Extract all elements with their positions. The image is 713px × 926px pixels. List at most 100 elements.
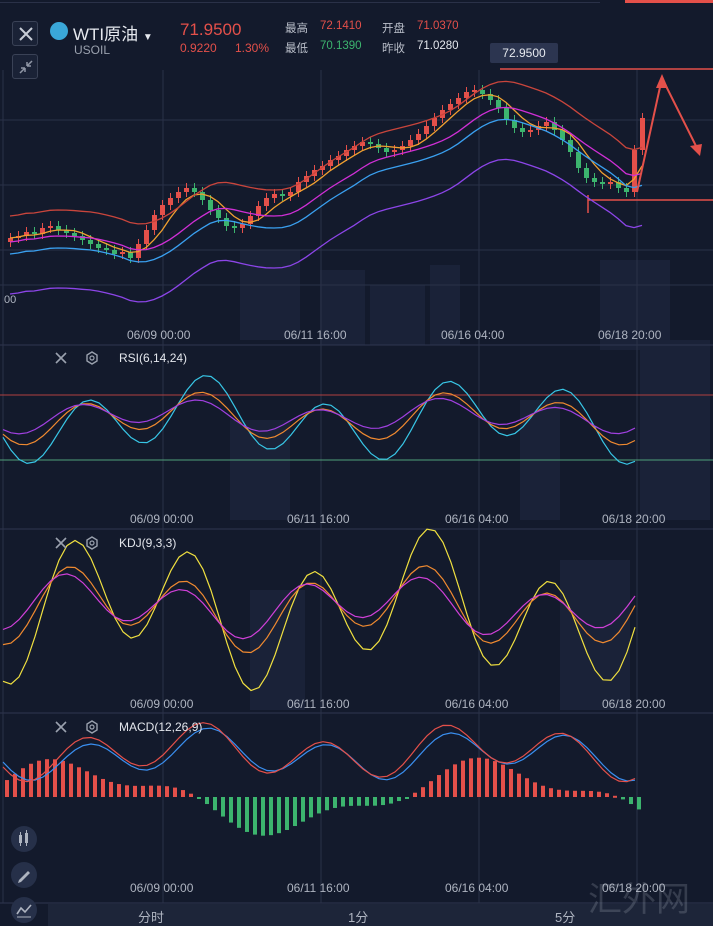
close-button[interactable]: [12, 21, 38, 46]
macd-title: MACD(12,26,9): [119, 720, 203, 734]
draw-tool-button[interactable]: [11, 862, 37, 888]
tab-1min[interactable]: 1分: [348, 910, 369, 925]
macd-histogram-bar: [597, 791, 601, 797]
candle-body: [104, 248, 109, 250]
macd-histogram-bar: [413, 792, 417, 797]
main-time-label: 06/11 16:00: [284, 328, 347, 342]
tab-5min[interactable]: 5分: [555, 910, 576, 925]
last-price: 71.9500: [180, 20, 242, 39]
macd-histogram-bar: [509, 768, 513, 797]
candle-body: [368, 142, 373, 144]
candle-body: [24, 232, 29, 236]
main-time-label: 06/09 00:00: [127, 328, 191, 342]
background-block: [250, 590, 305, 710]
watermark: 汇外网: [588, 880, 690, 920]
kdj-time-label: 06/11 16:00: [287, 697, 350, 711]
candle-body: [328, 160, 333, 166]
price-tag-value: 72.9500: [502, 46, 546, 60]
rsi-time-label: 06/18 20:00: [602, 512, 666, 526]
macd-histogram-bar: [293, 797, 297, 827]
macd-close-button[interactable]: [53, 719, 69, 735]
macd-histogram-bar: [221, 797, 225, 817]
candle-body: [48, 226, 53, 228]
macd-histogram-bar: [197, 797, 201, 799]
candle-body: [280, 194, 285, 196]
chart-type-button[interactable]: [11, 897, 37, 923]
macd-histogram-bar: [581, 790, 585, 797]
candle-body: [288, 192, 293, 196]
ma10-line: [9, 106, 643, 251]
macd-histogram-bar: [77, 767, 81, 797]
macd-histogram-bar: [277, 797, 281, 834]
kdj-d-line: [2, 573, 636, 640]
background-block: [430, 265, 460, 345]
top-tab-line: [0, 2, 600, 3]
symbol-code: USOIL: [74, 43, 111, 57]
candle-body: [360, 142, 365, 146]
candle-body: [72, 233, 77, 236]
macd-histogram-bar: [13, 773, 17, 797]
rsi-settings-button[interactable]: [84, 350, 100, 366]
macd-dea-line: [2, 722, 636, 783]
macd-histogram-bar: [117, 784, 121, 797]
low-value: 70.1390: [320, 40, 362, 52]
high-label: 最高: [285, 23, 308, 35]
price-tag: 72.9500: [490, 43, 558, 63]
prev-close-value: 71.0280: [417, 40, 459, 52]
chevron-down-icon: ▼: [142, 32, 153, 43]
candle-body: [80, 236, 85, 240]
symbol-selector[interactable]: WTI原油 ▼: [73, 20, 153, 45]
macd-histogram-bar: [637, 797, 641, 810]
candle-body: [296, 182, 301, 192]
candle-body: [424, 126, 429, 134]
macd-histogram-bar: [301, 797, 305, 822]
pencil-icon: [18, 871, 30, 883]
ma5-line: [9, 94, 643, 254]
macd-histogram-bar: [189, 793, 193, 797]
candle-body: [480, 90, 485, 94]
macd-histogram-bar: [333, 797, 337, 808]
candle-body: [8, 238, 13, 242]
tab-timeshare[interactable]: 分时: [138, 910, 165, 925]
macd-settings-button[interactable]: [84, 719, 100, 735]
candle-body: [488, 94, 493, 100]
indicator-tool-button[interactable]: [11, 826, 37, 852]
macd-histogram-bar: [573, 790, 577, 797]
macd-histogram-bar: [253, 797, 257, 835]
candle-body: [152, 215, 157, 230]
candle-body: [200, 192, 205, 200]
macd-histogram-bar: [85, 771, 89, 797]
candle-body: [168, 198, 173, 205]
macd-histogram-bar: [141, 785, 145, 797]
macd-histogram-bar: [605, 793, 609, 797]
candle-body: [624, 188, 629, 192]
macd-histogram-bar: [389, 797, 393, 804]
symbol-logo-icon: [50, 22, 68, 40]
candle-body: [544, 122, 549, 126]
macd-histogram-bar: [421, 787, 425, 797]
macd-histogram-bar: [613, 795, 617, 798]
arrow-head-down: [690, 144, 702, 156]
macd-histogram-bar: [213, 797, 217, 811]
background-block: [240, 250, 300, 340]
kdj-close-button[interactable]: [53, 535, 69, 551]
macd-histogram-bar: [269, 797, 273, 836]
candle-body: [464, 92, 469, 98]
arrow-head-up: [656, 74, 668, 88]
kdj-settings-button[interactable]: [84, 535, 100, 551]
candle-body: [96, 244, 101, 248]
macd-histogram-bar: [541, 785, 545, 797]
rsi-close-button[interactable]: [53, 350, 69, 366]
macd-histogram-bar: [53, 759, 57, 797]
open-value: 71.0370: [417, 20, 459, 32]
candle-body: [520, 128, 525, 132]
candle-body: [552, 122, 557, 130]
candle-body: [88, 240, 93, 244]
gear-icon: [86, 720, 98, 734]
candle-body: [504, 108, 509, 120]
background-block: [640, 340, 710, 520]
collapse-button[interactable]: [12, 54, 38, 79]
macd-histogram-bar: [101, 778, 105, 797]
macd-histogram-bar: [429, 781, 433, 797]
